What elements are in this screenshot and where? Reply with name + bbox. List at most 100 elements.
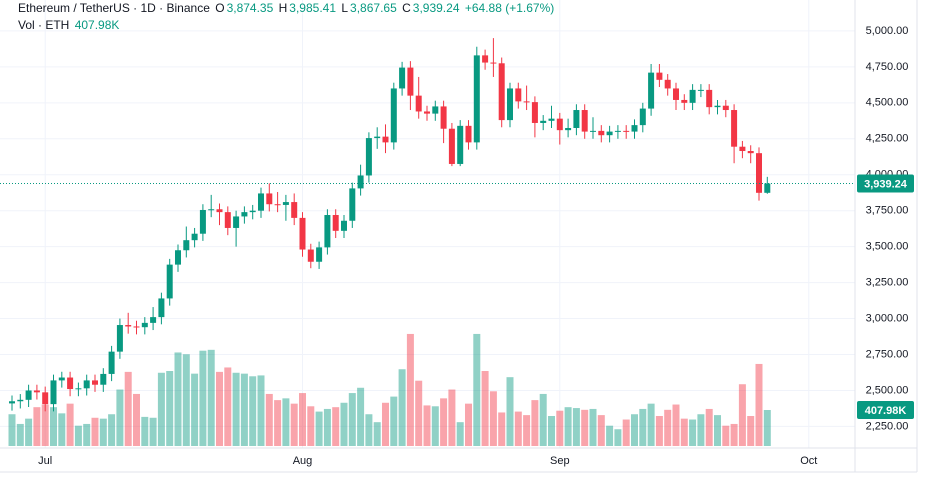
volume-bar [207,349,215,446]
volume-bar [74,425,82,446]
candle-body [590,130,596,132]
volume-bar [373,422,381,446]
candle-body [58,377,65,381]
candle-body [241,212,248,217]
volume-bar [365,414,373,446]
candle-body [125,325,132,327]
y-tick-label: 3,750.00 [866,205,909,217]
volume-bar [564,407,572,446]
volume-bar [157,372,165,446]
volume-value: 407.98K [74,18,120,32]
volume-bar [465,403,472,446]
y-tick-label: 4,250.00 [866,133,909,145]
candle-body [258,193,264,211]
y-tick-label: 4,500.00 [866,97,909,109]
volume-bar [747,416,755,446]
candle-body [307,249,314,262]
candle-body [747,151,754,154]
volume-bar [66,403,74,446]
candle-body [282,202,289,205]
candle-body [581,110,588,132]
volume-bar [315,411,323,446]
candle-body [490,62,497,64]
candle-body [33,390,40,393]
volume-bar [382,402,389,446]
candle-body [424,111,430,114]
candle-body [133,326,140,328]
volume-bar [655,416,663,446]
volume-bar [423,405,431,446]
volume-bar [174,352,182,446]
volume-bar [182,354,190,446]
volume-bar [265,393,273,446]
volume-bar [647,403,655,446]
volume-bar [738,384,746,446]
volume-bar [705,408,713,446]
candle-body [498,63,505,121]
volume-tag [857,401,914,420]
volume-bar [755,363,763,446]
volume-bar [274,400,282,446]
candle-body [482,55,489,63]
volume-bar [332,407,340,446]
volume-bar [91,417,99,446]
candle-body [706,89,713,108]
x-tick-label: Sep [550,455,570,467]
volume-bar [290,403,298,446]
volume-bar [672,404,680,446]
volume-bar [257,375,265,446]
candle-body [17,399,24,402]
candle-body [50,380,57,405]
candle-body [548,118,555,121]
candle-body [623,130,630,132]
volume-bar [33,407,41,446]
volume-bar [307,406,315,446]
volume-bar [199,350,207,446]
candle-body [266,193,273,205]
volume-bar [523,415,531,446]
candle-body [357,175,364,189]
candle-body [556,118,563,131]
volume-bar [614,429,622,446]
volume-bar [390,396,398,446]
volume-bar [398,369,406,446]
candle-body [92,380,98,385]
x-tick-label: Aug [293,455,313,467]
candle-body [565,128,572,131]
grid [0,0,855,448]
volume-bar [431,406,439,446]
y-tick-label: 4,750.00 [866,61,909,73]
candle-body [332,215,339,231]
candle-body [67,377,74,390]
volume-bar [481,371,489,446]
candle-body [756,153,762,193]
candle-body [573,110,580,128]
candle-body [614,130,621,132]
volume-bar [689,419,697,446]
volume-bar [116,389,124,446]
candle-body [382,136,389,143]
candle-body [299,217,306,250]
volume-bar [133,393,140,446]
volume-bar [299,393,306,446]
volume-bar [489,391,497,446]
candle-body [108,351,115,374]
candle-body [714,105,721,108]
candle-body [390,88,397,143]
candle-body [75,388,82,390]
candle-body [199,209,206,234]
candle-body [473,55,480,143]
volume-bar [597,415,605,446]
volume-bar [415,380,423,446]
candle-body [523,101,530,103]
candle-body [83,380,90,389]
last-price-label: 3,939.24 [864,178,908,190]
volume-bar [556,410,564,446]
volume-bar [41,404,49,446]
candle-body [399,67,406,89]
volume-title: Vol · ETH [18,18,70,32]
volume-tag-label: 407.98K [865,405,907,417]
candle-body [515,88,522,102]
